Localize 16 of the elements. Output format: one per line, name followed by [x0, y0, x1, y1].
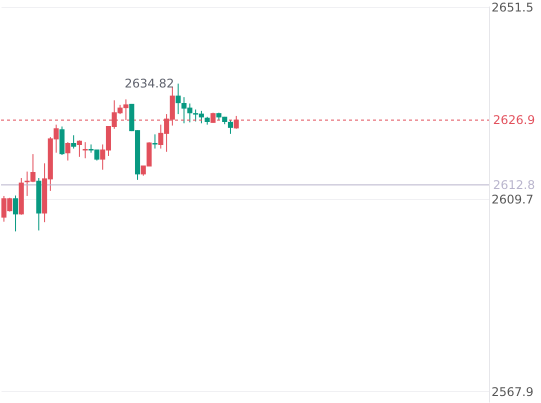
y-tick-label: 2567.9 [492, 384, 534, 399]
annotation: 2634.82 [124, 76, 174, 91]
candlestick [71, 134, 76, 150]
y-tick-label: 2609.7 [492, 192, 534, 207]
candlestick [234, 115, 239, 130]
candlestick [59, 126, 65, 156]
candlestick [228, 120, 234, 134]
candlestick [12, 194, 18, 232]
candlestick [176, 83, 181, 115]
candlestick [152, 134, 158, 150]
candlestick [76, 140, 82, 158]
ref-line-label: 2626.9 [493, 113, 535, 128]
y-tick-label: 2651.5 [492, 0, 534, 14]
candlestick [82, 142, 88, 159]
ref-line-label: 2612.8 [493, 178, 535, 192]
candlestick [65, 142, 70, 162]
